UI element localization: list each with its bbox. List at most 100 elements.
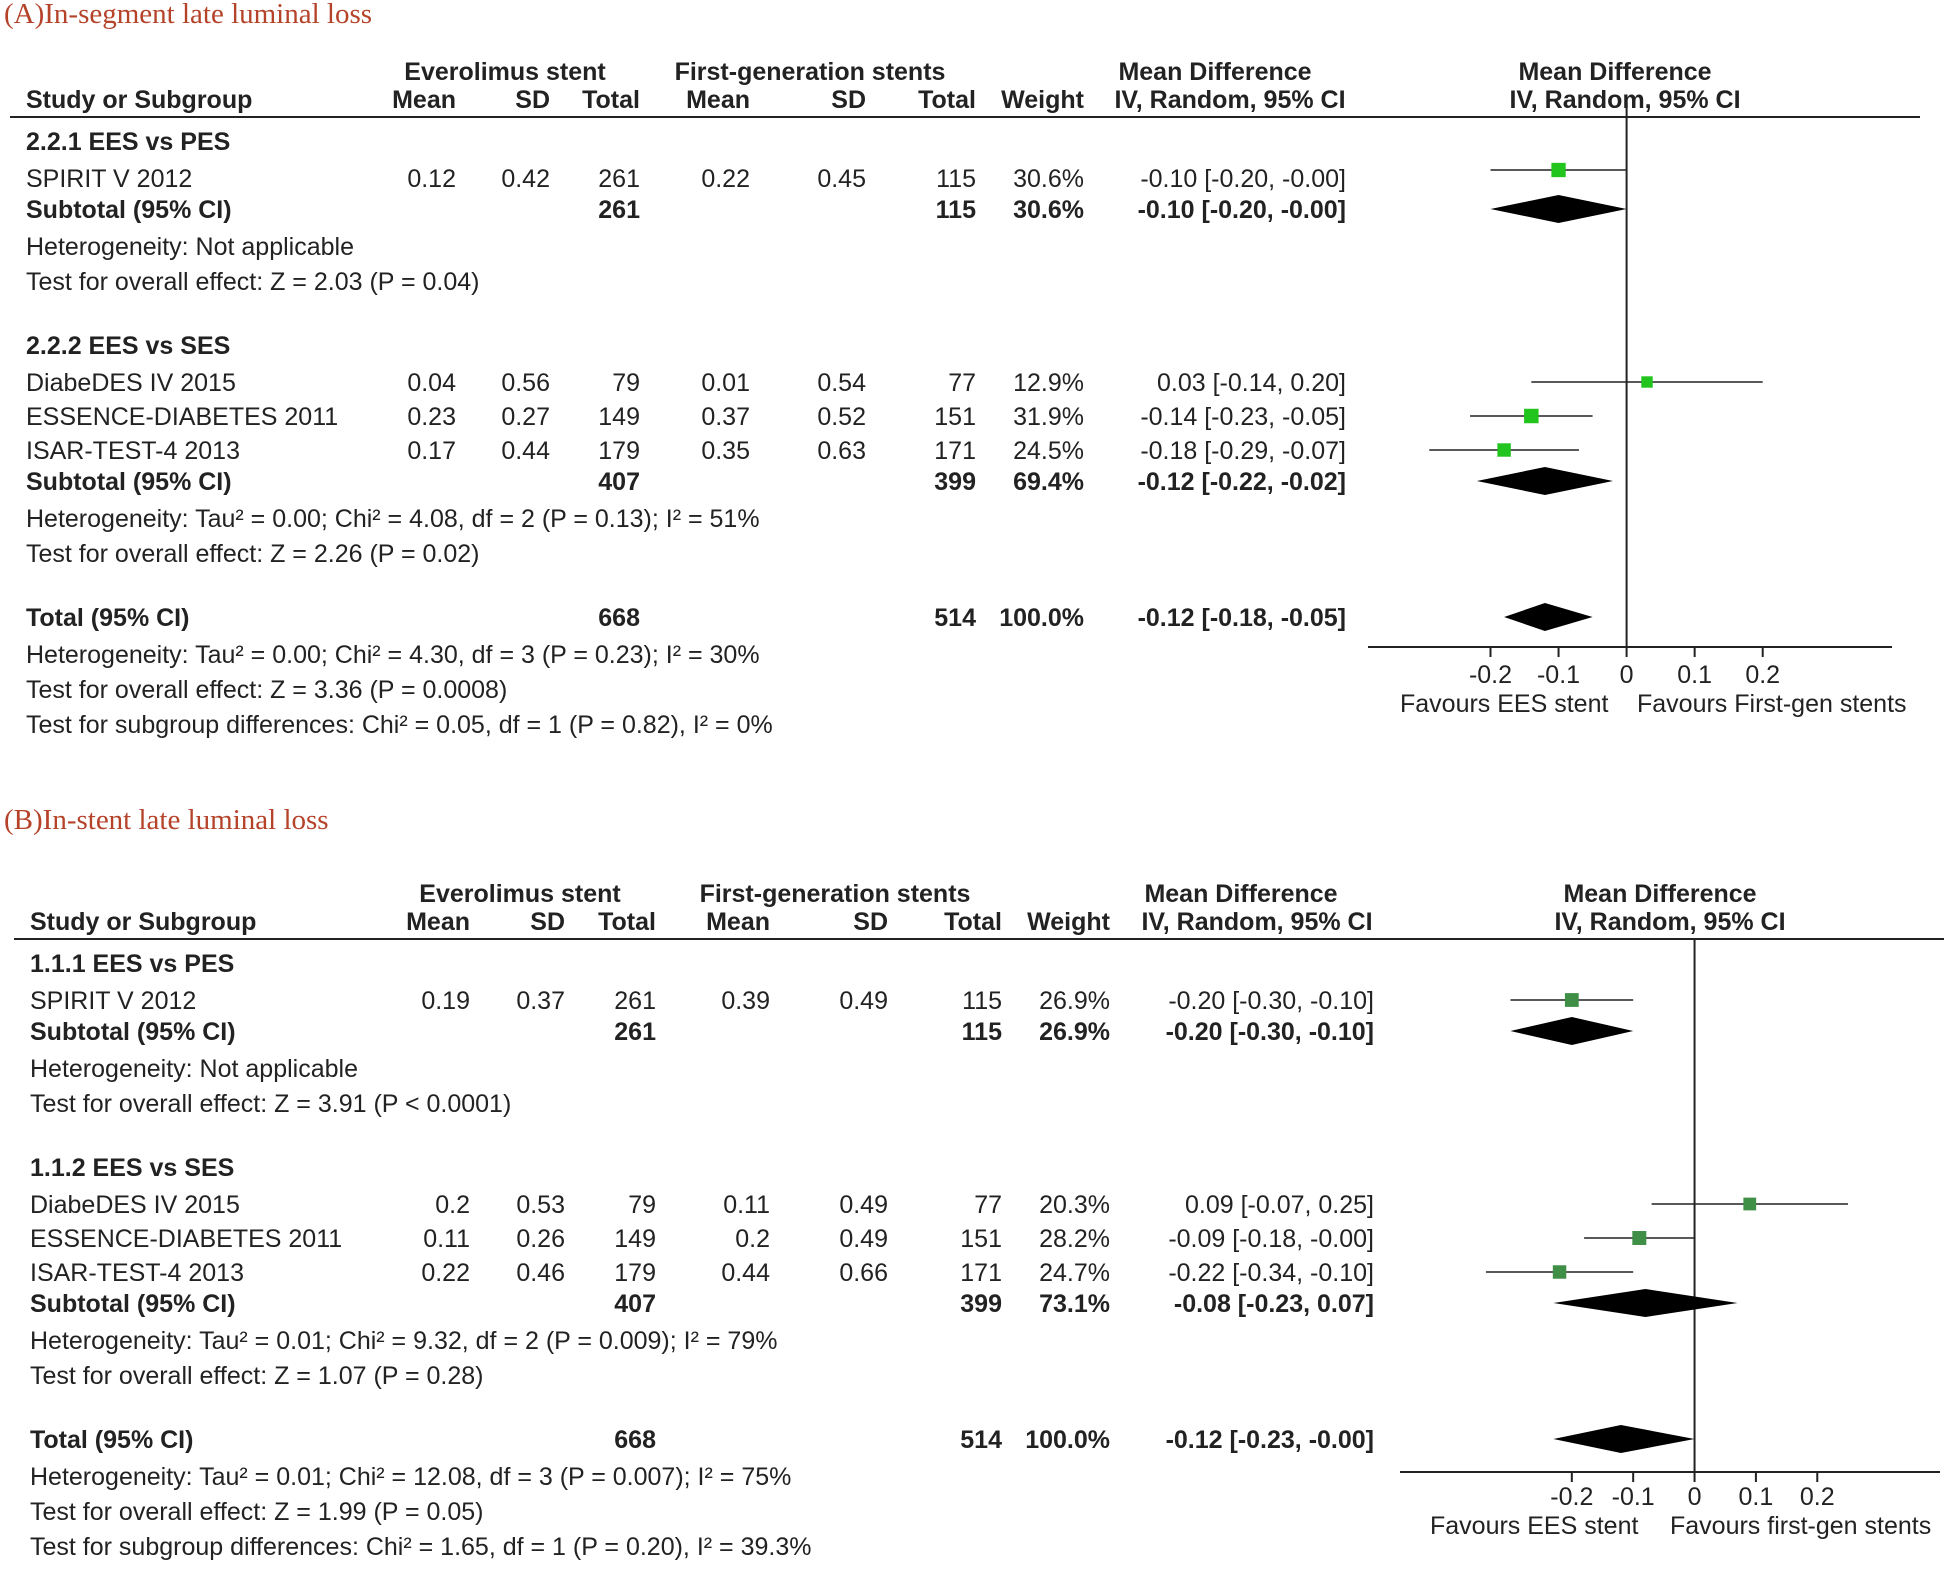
subtotal-diamond bbox=[1510, 1017, 1634, 1045]
subtotal-ci: -0.20 [-0.30, -0.10] bbox=[1165, 1018, 1374, 1046]
study-total2: 77 bbox=[948, 369, 976, 397]
study-mean2: 0.22 bbox=[701, 165, 750, 193]
study-total2: 171 bbox=[960, 1259, 1002, 1287]
mean2-header: Mean bbox=[686, 86, 750, 114]
weight-header: Weight bbox=[1027, 908, 1110, 936]
subtotal-total1: 261 bbox=[614, 1018, 656, 1046]
study-point-estimate bbox=[1497, 443, 1511, 457]
study-point-estimate bbox=[1551, 162, 1566, 178]
total-total2: 514 bbox=[934, 604, 976, 632]
subgroup-label: 2.2.2 EES vs SES bbox=[26, 332, 231, 360]
total-ci: -0.12 [-0.18, -0.05] bbox=[1137, 604, 1346, 632]
subtotal-weight: 73.1% bbox=[1039, 1290, 1110, 1318]
study-mean2: 0.2 bbox=[735, 1225, 770, 1253]
study-name: ISAR-TEST-4 2013 bbox=[26, 437, 240, 465]
study-sd1: 0.46 bbox=[516, 1259, 565, 1287]
subtotal-diamond bbox=[1490, 195, 1627, 223]
subtotal-ci: -0.12 [-0.22, -0.02] bbox=[1137, 468, 1346, 496]
study-mean1: 0.19 bbox=[421, 987, 470, 1015]
sd1-header: SD bbox=[530, 908, 565, 936]
study-sd1: 0.53 bbox=[516, 1191, 565, 1219]
study-mean1: 0.22 bbox=[421, 1259, 470, 1287]
md-header-method: IV, Random, 95% CI bbox=[1141, 908, 1373, 936]
study-total2: 151 bbox=[960, 1225, 1002, 1253]
total1-header: Total bbox=[598, 908, 656, 936]
study-mean2: 0.37 bbox=[701, 403, 750, 431]
study-sd1: 0.27 bbox=[501, 403, 550, 431]
study-name: ESSENCE-DIABETES 2011 bbox=[30, 1225, 343, 1253]
x-axis-tick-label: 0.2 bbox=[1800, 1483, 1835, 1511]
total-heterogeneity-text: Heterogeneity: Tau² = 0.00; Chi² = 4.30,… bbox=[26, 641, 760, 669]
plot-header-title: Mean Difference bbox=[1563, 880, 1757, 908]
subtotal-ci: -0.10 [-0.20, -0.00] bbox=[1137, 196, 1346, 224]
forest-plot-b: -0.2 -0.1 0 0.1 0.2 bbox=[1400, 940, 1940, 1511]
study-mean1: 0.04 bbox=[407, 369, 456, 397]
x-axis-tick-label: 0.1 bbox=[1739, 1483, 1774, 1511]
study-mean2: 0.44 bbox=[721, 1259, 770, 1287]
mean1-header: Mean bbox=[406, 908, 470, 936]
study-total1: 79 bbox=[612, 369, 640, 397]
subtotal-weight: 26.9% bbox=[1039, 1018, 1110, 1046]
subtotal-diamond bbox=[1476, 467, 1613, 495]
heterogeneity-text: Heterogeneity: Tau² = 0.00; Chi² = 4.08,… bbox=[26, 505, 760, 533]
study-header: Study or Subgroup bbox=[30, 908, 257, 936]
study-point-estimate bbox=[1632, 1231, 1647, 1245]
header-rule bbox=[10, 116, 1920, 118]
study-total1: 261 bbox=[598, 165, 640, 193]
favours-left-label: Favours EES stent bbox=[1430, 1512, 1639, 1540]
study-total1: 149 bbox=[598, 403, 640, 431]
subtotal-label: Subtotal (95% CI) bbox=[30, 1018, 236, 1046]
study-mean2: 0.01 bbox=[701, 369, 750, 397]
group1-header: Everolimus stent bbox=[404, 58, 606, 86]
group2-header: First-generation stents bbox=[674, 58, 946, 86]
study-sd1: 0.42 bbox=[501, 165, 550, 193]
study-sd2: 0.63 bbox=[817, 437, 866, 465]
subtotal-total1: 407 bbox=[614, 1290, 656, 1318]
study-name: ESSENCE-DIABETES 2011 bbox=[26, 403, 339, 431]
total-total1: 668 bbox=[598, 604, 640, 632]
total-effect-text: Test for overall effect: Z = 1.99 (P = 0… bbox=[30, 1498, 484, 1526]
header-rule bbox=[14, 938, 1944, 940]
x-axis-tick-label: -0.1 bbox=[1612, 1483, 1655, 1511]
subtotal-total2: 399 bbox=[934, 468, 976, 496]
study-weight: 24.7% bbox=[1039, 1259, 1110, 1287]
study-point-estimate bbox=[1552, 1265, 1567, 1279]
study-total2: 115 bbox=[936, 165, 976, 193]
panel-title: (B)In-stent late luminal loss bbox=[4, 804, 329, 836]
study-ci: -0.10 [-0.20, -0.00] bbox=[1140, 165, 1346, 193]
x-axis-tick-label: 0.1 bbox=[1677, 661, 1712, 689]
overall-effect-text: Test for overall effect: Z = 3.91 (P < 0… bbox=[30, 1090, 512, 1118]
total-total2: 514 bbox=[960, 1426, 1002, 1454]
study-sd1: 0.44 bbox=[501, 437, 550, 465]
study-mean2: 0.11 bbox=[723, 1191, 770, 1219]
favours-right-label: Favours first-gen stents bbox=[1670, 1512, 1932, 1540]
total-heterogeneity-text: Heterogeneity: Tau² = 0.01; Chi² = 12.08… bbox=[30, 1463, 792, 1491]
forest-plot-a: -0.2 -0.1 0 0.1 0.2 bbox=[1368, 103, 1892, 689]
x-axis-tick-label: 0.2 bbox=[1745, 661, 1780, 689]
forest-plot-panel-b: (B)In-stent late luminal loss Everolimus… bbox=[0, 790, 1946, 1570]
subgroup-label: 2.2.1 EES vs PES bbox=[26, 128, 231, 156]
study-mean1: 0.2 bbox=[435, 1191, 470, 1219]
x-axis-tick-label: 0 bbox=[1688, 1483, 1702, 1511]
subgroup-label: 1.1.1 EES vs PES bbox=[30, 950, 235, 978]
study-point-estimate bbox=[1564, 993, 1579, 1007]
subgroup-label: 1.1.2 EES vs SES bbox=[30, 1154, 235, 1182]
subtotal-total2: 115 bbox=[961, 1018, 1002, 1046]
study-point-estimate bbox=[1743, 1197, 1757, 1211]
study-weight: 26.9% bbox=[1039, 987, 1110, 1015]
study-ci: -0.22 [-0.34, -0.10] bbox=[1168, 1259, 1374, 1287]
study-ci: -0.09 [-0.18, -0.00] bbox=[1168, 1225, 1374, 1253]
study-sd1: 0.56 bbox=[501, 369, 550, 397]
study-sd1: 0.26 bbox=[516, 1225, 565, 1253]
total-weight: 100.0% bbox=[999, 604, 1084, 632]
study-total2: 171 bbox=[934, 437, 976, 465]
favours-right-label: Favours First-gen stents bbox=[1637, 690, 1907, 718]
study-weight: 12.9% bbox=[1013, 369, 1084, 397]
subtotal-diamond bbox=[1553, 1289, 1738, 1317]
plot-header-method: IV, Random, 95% CI bbox=[1509, 86, 1741, 114]
forest-plot-panel-a: (A)In-segment late luminal loss Everolim… bbox=[0, 0, 1946, 780]
subtotal-label: Subtotal (95% CI) bbox=[30, 1290, 236, 1318]
study-sd2: 0.49 bbox=[839, 987, 888, 1015]
study-header: Study or Subgroup bbox=[26, 86, 253, 114]
plot-header-title: Mean Difference bbox=[1518, 58, 1712, 86]
